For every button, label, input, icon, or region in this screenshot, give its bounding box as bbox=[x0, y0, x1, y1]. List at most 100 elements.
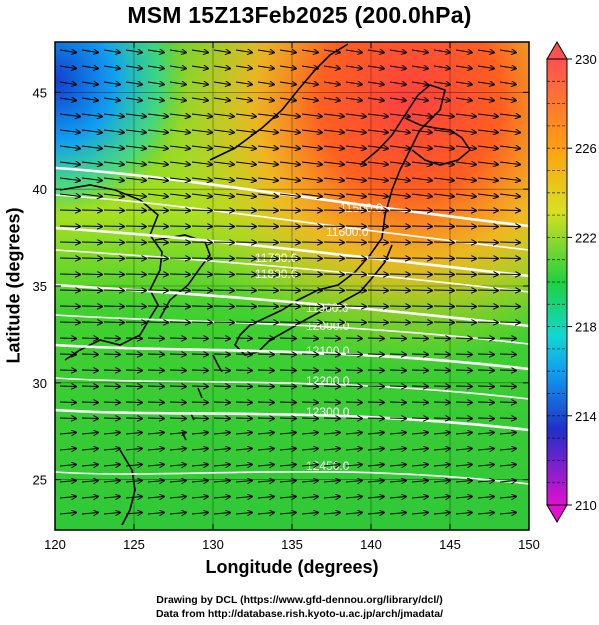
wind-arrow bbox=[257, 290, 278, 291]
wind-arrow bbox=[81, 66, 98, 69]
wind-arrow bbox=[235, 50, 252, 53]
wind-arrow bbox=[103, 306, 124, 307]
wind-arrow bbox=[389, 114, 410, 117]
wind-arrow bbox=[103, 354, 120, 355]
x-tick-label: 150 bbox=[518, 537, 540, 552]
wind-arrow bbox=[169, 258, 190, 259]
credit-data: Data from http://database.rish.kyoto-u.a… bbox=[155, 608, 444, 620]
wind-arrow bbox=[169, 210, 190, 211]
wind-arrow bbox=[213, 50, 230, 53]
wind-arrow bbox=[169, 194, 190, 197]
wind-arrow bbox=[367, 66, 384, 69]
wind-arrow bbox=[213, 402, 230, 403]
wind-arrow bbox=[235, 178, 256, 181]
wind-arrow bbox=[455, 386, 472, 387]
wind-arrow bbox=[191, 194, 212, 197]
wind-arrow bbox=[147, 386, 164, 387]
wind-arrow bbox=[279, 258, 300, 259]
height-contours bbox=[55, 166, 529, 485]
wind-arrow bbox=[191, 513, 208, 515]
wind-arrow bbox=[257, 130, 278, 133]
wind-arrow bbox=[345, 465, 362, 467]
wind-arrow bbox=[345, 402, 362, 403]
wind-arrow bbox=[279, 449, 296, 451]
wind-arrow bbox=[191, 210, 212, 211]
y-axis-label: Latitude (degrees) bbox=[3, 207, 24, 364]
wind-arrow bbox=[191, 418, 208, 419]
wind-arrow bbox=[345, 66, 362, 69]
wind-arrow bbox=[345, 194, 366, 197]
wind-arrow bbox=[433, 82, 450, 85]
wind-arrow bbox=[455, 370, 472, 371]
wind-arrow bbox=[323, 449, 340, 451]
wind-arrow bbox=[235, 449, 252, 451]
wind-arrow bbox=[279, 114, 300, 117]
wind-arrow bbox=[169, 242, 190, 243]
colorbar-tick-label: 226 bbox=[575, 141, 597, 156]
wind-arrow bbox=[367, 481, 384, 483]
height-contour-label: 11500.0 bbox=[340, 201, 383, 215]
wind-arrow bbox=[367, 418, 384, 419]
wind-arrow bbox=[433, 497, 450, 499]
wind-arrow bbox=[191, 98, 208, 101]
wind-arrow bbox=[345, 130, 366, 133]
wind-arrow bbox=[59, 497, 76, 499]
wind-arrow bbox=[345, 354, 362, 355]
height-contour-line bbox=[55, 470, 529, 485]
height-contour-line bbox=[55, 377, 529, 400]
wind-arrow bbox=[279, 162, 300, 165]
wind-arrow bbox=[499, 178, 520, 181]
wind-arrow bbox=[125, 82, 142, 85]
wind-arrow bbox=[433, 162, 454, 165]
wind-arrow bbox=[191, 465, 208, 467]
wind-arrow bbox=[455, 226, 476, 227]
wind-arrow bbox=[235, 418, 252, 419]
wind-arrow bbox=[81, 402, 98, 403]
wind-arrow bbox=[411, 274, 432, 275]
wind-arrow bbox=[433, 178, 454, 181]
wind-arrow bbox=[59, 114, 80, 117]
wind-arrow bbox=[323, 114, 344, 117]
wind-arrow bbox=[477, 258, 498, 259]
wind-arrow bbox=[323, 418, 340, 419]
wind-arrow bbox=[257, 513, 274, 515]
wind-arrow bbox=[169, 178, 190, 181]
wind-arrow bbox=[235, 386, 252, 387]
wind-arrow bbox=[257, 433, 274, 435]
wind-arrow bbox=[477, 50, 494, 53]
wind-arrow bbox=[147, 82, 164, 85]
height-contour-line bbox=[55, 283, 529, 328]
colorbar-bottom-triangle bbox=[546, 504, 568, 523]
wind-arrow bbox=[323, 465, 340, 467]
wind-arrow bbox=[235, 481, 252, 483]
wind-arrow bbox=[477, 322, 498, 323]
wind-arrow bbox=[411, 162, 432, 165]
wind-arrow bbox=[389, 449, 406, 451]
wind-arrow bbox=[499, 418, 516, 419]
wind-arrow bbox=[213, 290, 234, 291]
wind-arrow bbox=[433, 130, 454, 133]
wind-arrow bbox=[499, 162, 520, 165]
wind-arrow bbox=[147, 513, 164, 515]
wind-arrow bbox=[81, 274, 102, 275]
wind-arrow bbox=[455, 465, 472, 467]
wind-arrow bbox=[477, 162, 498, 165]
wind-arrow bbox=[367, 242, 388, 243]
wind-arrow bbox=[213, 210, 234, 211]
wind-arrow bbox=[125, 386, 142, 387]
wind-arrow bbox=[147, 370, 164, 371]
wind-arrow bbox=[257, 178, 278, 181]
wind-arrow bbox=[411, 98, 428, 101]
wind-arrow bbox=[147, 258, 168, 259]
wind-arrow bbox=[279, 465, 296, 467]
wind-arrow bbox=[389, 274, 410, 275]
wind-arrow bbox=[455, 162, 476, 165]
colorbar-top-triangle bbox=[546, 41, 568, 60]
wind-arrow bbox=[59, 465, 76, 467]
wind-arrow bbox=[147, 402, 164, 403]
wind-arrow bbox=[301, 50, 318, 53]
wind-arrow bbox=[257, 242, 278, 243]
wind-arrow bbox=[389, 418, 406, 419]
wind-arrow bbox=[147, 162, 168, 165]
wind-arrow bbox=[477, 66, 494, 69]
